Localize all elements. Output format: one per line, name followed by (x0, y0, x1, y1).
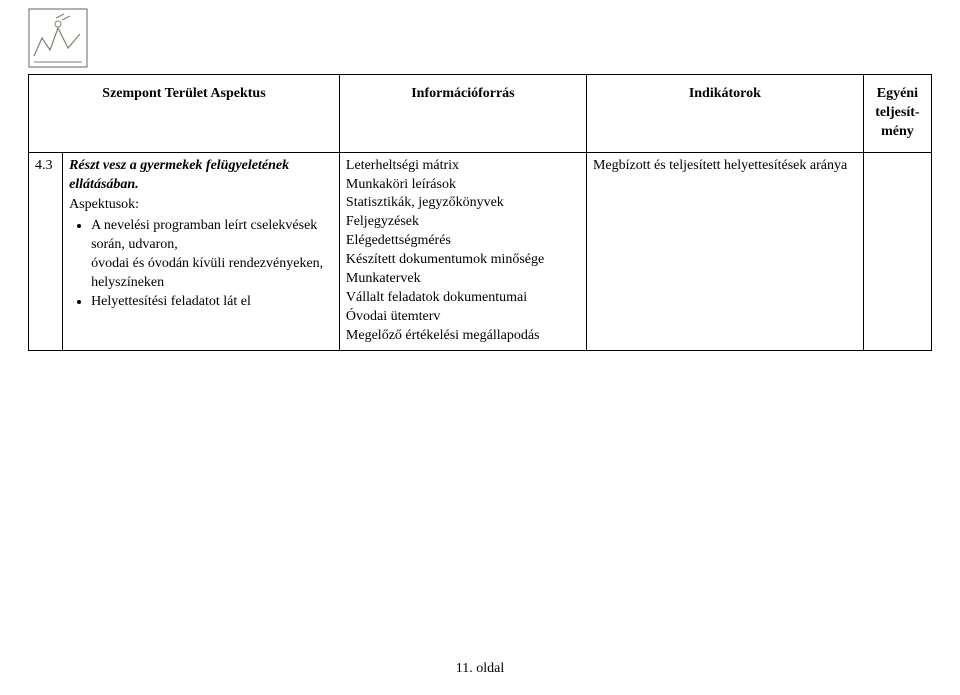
main-table: Szempont Terület Aspektus Információforr… (28, 74, 932, 351)
table-header-row: Szempont Terület Aspektus Információforr… (29, 75, 932, 153)
info-line: Óvodai ütemterv (346, 308, 580, 327)
aspect-label: Aspektusok: (69, 196, 333, 215)
info-line: Megelőző értékelési megállapodás (346, 327, 580, 346)
info-line: Munkatervek (346, 270, 580, 289)
info-lines: Leterheltségi mátrixMunkaköri leírásokSt… (346, 157, 580, 346)
info-line: Feljegyzések (346, 213, 580, 232)
aspect-bullet-item: A nevelési programban leírt cselekvések … (91, 217, 333, 293)
header-egyeni: Egyéni teljesít-mény (863, 75, 931, 153)
cell-egyeni (863, 152, 931, 350)
info-line: Leterheltségi mátrix (346, 157, 580, 176)
table-row: 4.3 Részt vesz a gyermekek felügyeleténe… (29, 152, 932, 350)
aspect-bullets: A nevelési programban leírt cselekvések … (69, 217, 333, 311)
header-info: Információforrás (339, 75, 586, 153)
cell-aspect: Részt vesz a gyermekek felügyeletének el… (63, 152, 340, 350)
info-line: Statisztikák, jegyzőkönyvek (346, 194, 580, 213)
header-aspect: Szempont Terület Aspektus (29, 75, 340, 153)
cell-indicator: Megbízott és teljesített helyettesítések… (586, 152, 863, 350)
row-number: 4.3 (29, 152, 63, 350)
aspect-title: Részt vesz a gyermekek felügyeletének el… (69, 157, 333, 195)
cell-info: Leterheltségi mátrixMunkaköri leírásokSt… (339, 152, 586, 350)
page-footer: 11. oldal (0, 661, 960, 677)
info-line: Elégedettségmérés (346, 232, 580, 251)
page-logo (28, 8, 88, 68)
info-line: Készített dokumentumok minősége (346, 251, 580, 270)
aspect-bullet-item: Helyettesítési feladatot lát el (91, 293, 333, 312)
header-indicators: Indikátorok (586, 75, 863, 153)
info-line: Munkaköri leírások (346, 176, 580, 195)
main-table-wrapper: Szempont Terület Aspektus Információforr… (28, 74, 932, 351)
info-line: Vállalt feladatok dokumentumai (346, 289, 580, 308)
